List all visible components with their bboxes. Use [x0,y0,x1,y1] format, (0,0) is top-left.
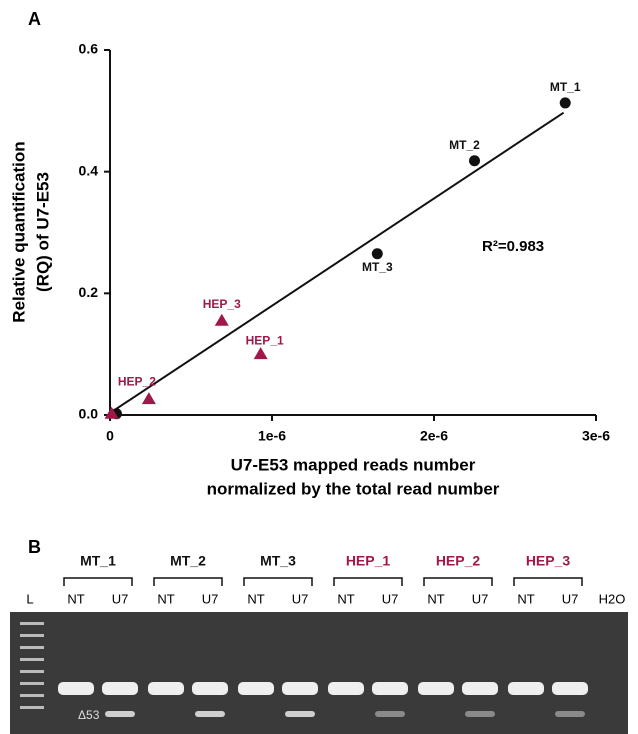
gel-band-small [285,711,315,717]
y-axis-title: (RQ) of U7-E53 [33,172,52,292]
lane-label: NT [337,591,354,606]
panel-label: A [28,9,41,29]
point-label: HEP_2 [118,374,156,388]
gel-band-small [375,711,405,717]
ladder-band [20,682,44,685]
ladder-band [20,622,44,625]
lane-label: U7 [112,591,129,606]
gel-band [238,682,274,695]
gel-band [552,682,588,695]
gel-image [10,612,628,734]
y-tick-label: 0.6 [79,41,99,57]
gel-band-small [105,711,135,717]
point [214,313,229,326]
point [104,406,119,419]
lane-label: NT [67,591,84,606]
gel-band [282,682,318,695]
group-bracket [153,577,223,586]
ladder-band [20,634,44,637]
point [559,97,571,109]
lane-label: U7 [562,591,579,606]
lane-label: NT [157,591,174,606]
x-tick-label: 2e-6 [420,428,448,444]
lane-label: NT [427,591,444,606]
ladder-band [20,646,44,649]
trendline [111,111,565,413]
y-tick-label: 0.2 [79,284,99,300]
point [141,392,156,405]
ladder-band [20,694,44,697]
group-bracket [333,577,403,586]
gel-band [328,682,364,695]
x-axis-title: U7-E53 mapped reads number [231,455,476,474]
x-tick-label: 0 [106,428,114,444]
point [371,248,383,260]
gel-band [372,682,408,695]
lane-label: NT [247,591,264,606]
group-label: HEP_1 [346,553,391,569]
lane-label: U7 [292,591,309,606]
y-tick-label: 0.0 [79,406,99,422]
y-axis-title: Relative quantification [9,141,28,322]
r-squared: R²=0.983 [482,238,544,255]
band-label: Δ53 [78,708,100,722]
group-bracket [63,577,133,586]
lane-label: U7 [382,591,399,606]
x-tick-label: 3e-6 [582,428,610,444]
gel-band-small [195,711,225,717]
group-label: MT_2 [170,553,206,569]
point-label: MT_2 [449,138,480,152]
group-label: HEP_2 [436,553,481,569]
gel-band [418,682,454,695]
gel-band [508,682,544,695]
ladder-band [20,658,44,661]
group-label: MT_3 [260,553,296,569]
point-label: HEP_1 [246,333,284,347]
point [469,155,480,167]
gel-band [462,682,498,695]
lane-label: U7 [472,591,489,606]
group-label: MT_1 [80,553,116,569]
lane-label: U7 [202,591,219,606]
gel-band [192,682,228,695]
gel-band-small [465,711,495,717]
point-label: MT_1 [550,80,581,94]
y-tick-label: 0.4 [79,162,99,178]
group-bracket [243,577,313,586]
point [253,347,268,360]
point-label: MT_3 [362,260,393,274]
ladder-band [20,670,44,673]
x-tick-label: 1e-6 [258,428,286,444]
x-axis-title: normalized by the total read number [207,479,500,498]
gel-band [148,682,184,695]
lane-label: NT [517,591,534,606]
panel-label: B [28,537,41,557]
ladder-band [20,706,44,709]
group-label: HEP_3 [526,553,571,569]
lane-label: L [26,591,33,606]
group-bracket [513,577,583,586]
lane-label: H2O [599,591,626,606]
gel-band [102,682,138,695]
gel-band [58,682,94,695]
point-label: HEP_3 [203,297,241,311]
gel-band-small [555,711,585,717]
group-bracket [423,577,493,586]
